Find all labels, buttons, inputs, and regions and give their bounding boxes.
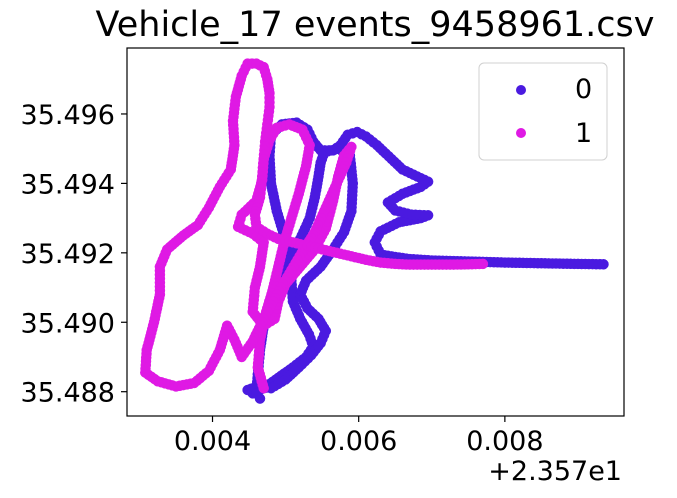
- x-tick-label: 0.004: [174, 426, 251, 457]
- chart-title: Vehicle_17 events_9458961.csv: [96, 5, 655, 45]
- legend-label-1: 1: [575, 118, 592, 149]
- chart-legend: 0 1: [478, 62, 608, 161]
- data-point-series-0: [254, 393, 266, 404]
- legend-label-0: 0: [575, 74, 592, 105]
- series-1: [140, 58, 489, 394]
- y-tick-label: 35.488: [21, 378, 115, 409]
- x-axis-ticks: 0.004 0.006 0.008: [174, 416, 544, 457]
- x-axis-offset-label: +2.357e1: [488, 456, 622, 487]
- y-tick-label: 35.496: [21, 100, 115, 131]
- x-tick-label: 0.008: [466, 426, 543, 457]
- legend-marker-1: [516, 128, 526, 138]
- y-tick-label: 35.494: [21, 169, 115, 200]
- x-tick-label: 0.006: [320, 426, 397, 457]
- data-layer: [140, 58, 609, 404]
- y-tick-label: 35.490: [21, 308, 115, 339]
- legend-frame: [478, 62, 608, 161]
- data-point-series-1: [477, 258, 489, 270]
- legend-marker-0: [516, 85, 526, 95]
- y-tick-label: 35.492: [21, 239, 115, 270]
- plot-axes-frame: [126, 47, 625, 417]
- y-axis-ticks: 35.488 35.490 35.492 35.494 35.496: [21, 100, 127, 409]
